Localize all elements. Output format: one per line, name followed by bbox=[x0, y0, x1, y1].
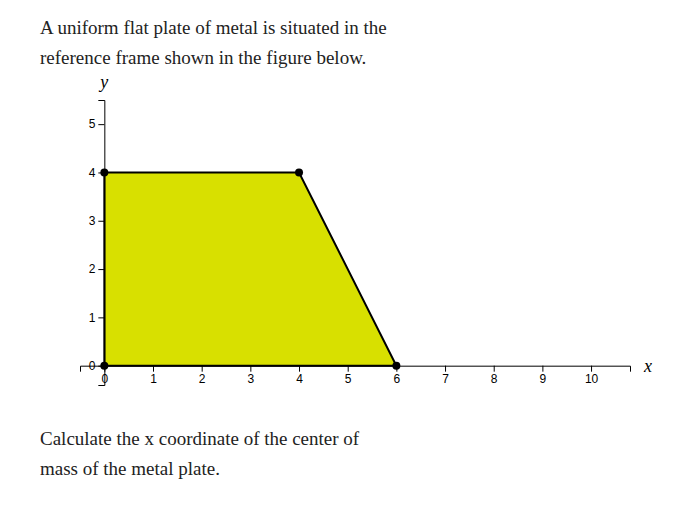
x-tick-label: 3 bbox=[248, 372, 255, 386]
x-axis-label: x bbox=[643, 356, 652, 376]
x-tick: 3 bbox=[248, 366, 255, 387]
y-tick-label: 3 bbox=[89, 214, 96, 228]
y-tick: 4 bbox=[89, 166, 105, 180]
x-tick-mark bbox=[494, 366, 495, 372]
x-tick-label: 10 bbox=[585, 372, 599, 386]
y-tick-mark bbox=[98, 269, 104, 270]
annotation: mass of the metal plate. bbox=[40, 458, 220, 479]
x-tick-label: 9 bbox=[540, 372, 547, 386]
y-tick-mark bbox=[98, 172, 104, 173]
x-tick: 6 bbox=[394, 366, 401, 387]
x-tick-label: 8 bbox=[491, 372, 498, 386]
y-tick: 3 bbox=[89, 214, 105, 228]
x-tick-mark bbox=[396, 366, 397, 372]
title: reference frame shown in the figure belo… bbox=[40, 47, 366, 68]
x-tick: 10 bbox=[585, 366, 599, 387]
y-tick-label: 0 bbox=[89, 359, 96, 373]
y-tick-mark bbox=[98, 124, 104, 125]
x-tick-label: 1 bbox=[150, 372, 157, 386]
x-tick-label: 5 bbox=[345, 372, 352, 386]
y-tick-label: 5 bbox=[89, 117, 96, 131]
x-tick-mark bbox=[153, 366, 154, 372]
x-tick: 5 bbox=[345, 366, 352, 387]
y-tick-mark bbox=[98, 317, 104, 318]
plate bbox=[104, 172, 396, 365]
y-tick-label: 1 bbox=[89, 311, 96, 325]
x-tick: 1 bbox=[150, 366, 157, 387]
x-tick-label: 2 bbox=[199, 372, 206, 386]
x-tick-mark bbox=[445, 366, 446, 372]
x-tick: 2 bbox=[199, 366, 206, 387]
x-tick: 9 bbox=[540, 366, 547, 387]
x-tick: 8 bbox=[491, 366, 498, 387]
x-tick: 4 bbox=[296, 366, 303, 387]
chart: A uniform flat plate of metal is situate… bbox=[0, 0, 700, 525]
y-axis: 0 1 2 3 4 5 bbox=[89, 101, 105, 386]
y-axis-label: y bbox=[98, 72, 108, 92]
annotation: Calculate the x coordinate of the center… bbox=[40, 428, 360, 449]
x-tick: 7 bbox=[442, 366, 449, 387]
y-axis-line bbox=[98, 101, 105, 386]
x-tick-mark bbox=[299, 366, 300, 372]
y-tick: 2 bbox=[89, 262, 105, 276]
x-axis: 012345678910 bbox=[81, 366, 631, 387]
title: A uniform flat plate of metal is situate… bbox=[40, 17, 387, 38]
y-tick: 1 bbox=[89, 311, 105, 325]
marks bbox=[100, 168, 400, 369]
y-tick-mark bbox=[98, 366, 104, 367]
y-tick-label: 2 bbox=[89, 262, 96, 276]
x-tick-label: 7 bbox=[442, 372, 449, 386]
y-tick-label: 4 bbox=[89, 166, 96, 180]
x-tick-label: 4 bbox=[296, 372, 303, 386]
x-axis-line bbox=[81, 366, 631, 372]
y-tick: 5 bbox=[89, 117, 105, 131]
x-tick-mark bbox=[202, 366, 203, 372]
x-tick-mark bbox=[542, 366, 543, 372]
x-tick-mark bbox=[348, 366, 349, 372]
x-tick-label: 6 bbox=[394, 372, 401, 386]
y-tick-mark bbox=[98, 221, 104, 222]
plot: 0 1 2 3 4 5 6 7 8 9 10 0 1 2 3 4 5 x y bbox=[81, 72, 653, 386]
x-tick-mark bbox=[591, 366, 592, 372]
x-tick-mark bbox=[250, 366, 251, 372]
y-tick: 0 bbox=[89, 359, 105, 373]
vertex bbox=[295, 168, 303, 176]
